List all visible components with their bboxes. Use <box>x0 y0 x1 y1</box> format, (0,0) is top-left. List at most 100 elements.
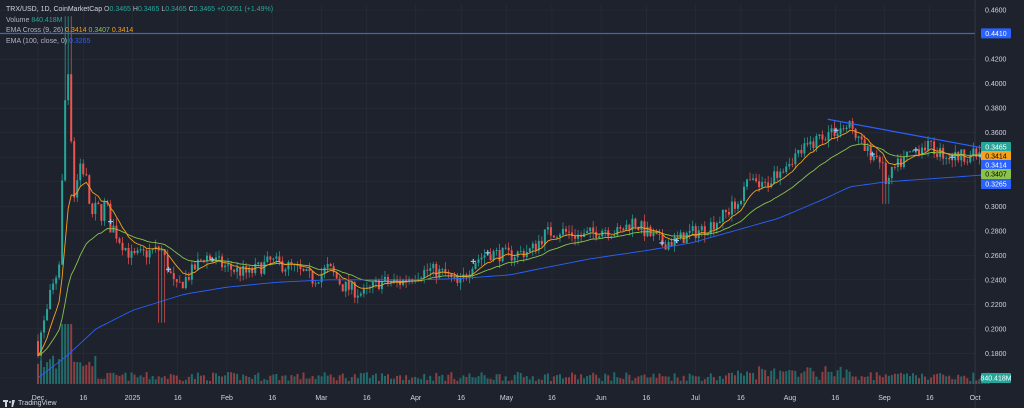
volume-bar <box>495 374 498 384</box>
legend-symbol[interactable]: TRX/USD, 1D, CoinMarketCap <box>6 6 103 13</box>
volume-bar <box>531 376 534 384</box>
candle-body <box>761 182 764 188</box>
volume-bar <box>842 377 845 384</box>
candle-body <box>694 226 697 238</box>
volume-bar <box>371 375 374 384</box>
candle-body <box>323 267 326 274</box>
volume-bar <box>498 374 501 384</box>
candle-body <box>712 222 715 230</box>
volume-bar <box>568 377 571 384</box>
candle-body <box>257 262 260 264</box>
candle-body <box>377 280 380 290</box>
legend-symbol-row[interactable]: TRX/USD, 1D, CoinMarketCap O0.3465 H0.34… <box>6 5 273 16</box>
ohlc-high-label: H <box>132 6 138 13</box>
volume-bar <box>643 374 646 384</box>
candle-body <box>604 230 607 232</box>
candle-body <box>896 158 899 168</box>
volume-bar <box>139 375 142 384</box>
candle-body <box>142 249 145 251</box>
volume-bar <box>884 374 887 384</box>
price-chart[interactable]: 0.46000.44000.42000.40000.38000.36000.34… <box>0 0 1024 408</box>
candle-body <box>815 135 818 148</box>
volume-bar <box>37 363 39 384</box>
candle-body <box>951 159 954 161</box>
candle-body <box>673 236 676 247</box>
volume-bar <box>130 372 133 384</box>
candle-body <box>565 228 568 232</box>
candle-body <box>115 225 118 239</box>
candle-body <box>788 163 791 167</box>
volume-bar <box>628 374 631 384</box>
volume-bar <box>613 372 616 384</box>
volume-bar <box>721 378 724 384</box>
hline-price-tag-bg <box>981 28 1011 39</box>
volume-bar <box>978 379 981 384</box>
volume-bar <box>848 371 851 384</box>
volume-bar <box>109 372 112 384</box>
x-tick-label: 16 <box>79 395 87 402</box>
volume-bar <box>335 380 338 384</box>
volume-bar <box>296 373 299 384</box>
candle-body <box>845 127 848 129</box>
volume-bar <box>758 366 761 384</box>
volume-bar <box>290 375 293 384</box>
candle-body <box>833 128 836 136</box>
legend-ema100-row[interactable]: EMA (100, close, 0) 0.3265 <box>6 37 273 48</box>
candle-body <box>869 146 872 161</box>
ema-cross-marker <box>659 240 665 246</box>
candle-body <box>447 273 450 275</box>
volume-bar <box>821 371 824 384</box>
volume-bar <box>546 373 549 384</box>
candle-body <box>218 256 221 258</box>
legend-volume-row[interactable]: Volume 840.418M <box>6 16 273 27</box>
ema100-label: EMA (100, close, 0) <box>6 37 68 45</box>
volume-bar <box>543 374 546 384</box>
candle-body <box>459 277 462 283</box>
volume-bar <box>411 377 414 384</box>
candle-body <box>537 240 540 251</box>
volume-bar <box>221 376 224 384</box>
volume-bar <box>767 376 770 384</box>
candle-body <box>571 232 574 237</box>
candle-body <box>634 218 637 227</box>
chart-legend: TRX/USD, 1D, CoinMarketCap O0.3465 H0.34… <box>6 5 273 47</box>
volume-bar <box>356 378 359 384</box>
volume-bar <box>432 380 435 384</box>
volume-bar <box>525 376 528 384</box>
volume-bar <box>733 375 736 384</box>
legend-ema-cross-row[interactable]: EMA Cross (9, 26) 0.3414 0.3407 0.3414 <box>6 26 273 37</box>
volume-bar <box>540 379 543 384</box>
volume-bar <box>236 373 239 384</box>
candle-body <box>383 276 386 282</box>
volume-bar <box>121 374 124 384</box>
candle-body <box>718 221 721 223</box>
ema-cross-marker <box>209 256 215 262</box>
volume-bar <box>103 378 106 384</box>
volume-bar <box>199 375 202 384</box>
candle-body <box>577 234 580 239</box>
candle-body <box>574 236 577 239</box>
candle-body <box>724 209 727 212</box>
candle-body <box>85 174 88 176</box>
volume-bar <box>239 380 242 384</box>
candle-body <box>136 250 139 254</box>
volume-bar <box>815 376 818 384</box>
tradingview-brand[interactable]: TradingView <box>3 400 57 407</box>
candle-body <box>284 269 287 272</box>
candle-body <box>432 264 435 269</box>
volume-bar <box>905 373 908 384</box>
volume-bar <box>474 377 477 384</box>
candle-body <box>233 269 236 272</box>
volume-bar <box>133 374 136 384</box>
candle-body <box>118 238 121 243</box>
volume-bar <box>697 376 700 384</box>
ohlc-low-value: 0.3465 <box>165 6 187 13</box>
candle-body <box>797 149 800 154</box>
chart-panel[interactable]: 0.46000.44000.42000.40000.38000.36000.34… <box>0 0 1024 408</box>
candle-body <box>613 235 616 237</box>
volume-bar <box>709 373 712 384</box>
candle-body <box>884 162 887 185</box>
volume-bar <box>260 380 263 384</box>
candle-body <box>61 180 64 265</box>
volume-bar <box>679 380 682 384</box>
